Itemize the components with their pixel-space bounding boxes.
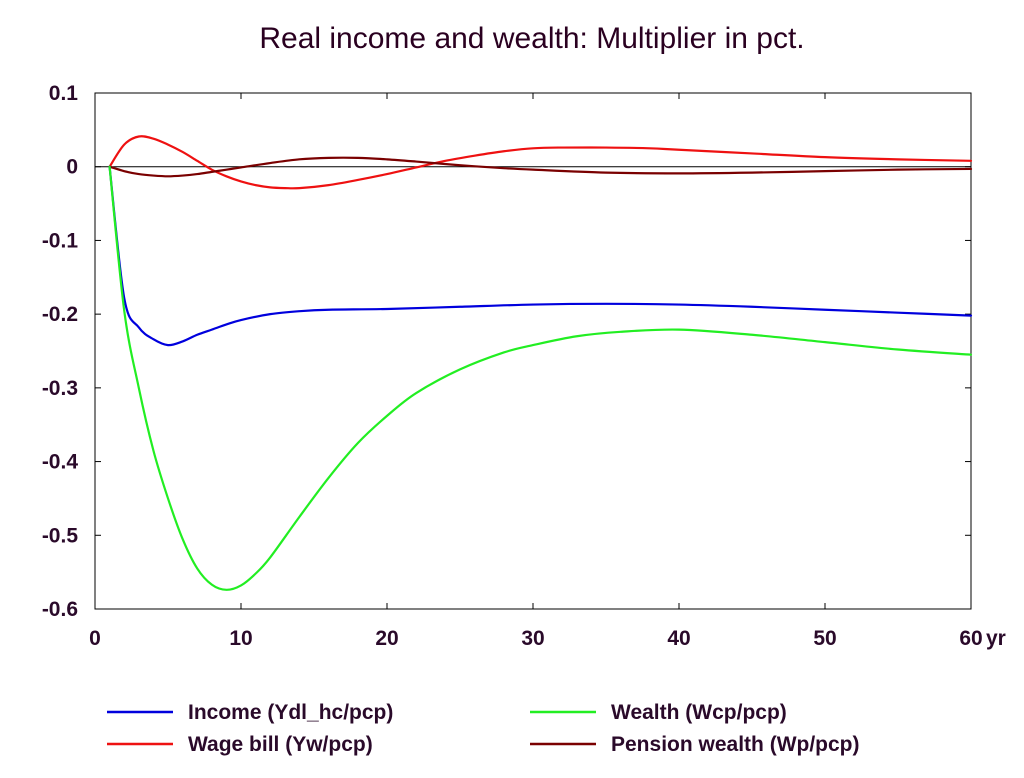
y-tick-label: -0.2 xyxy=(42,303,78,326)
x-tick-label: 40 xyxy=(667,627,690,650)
series-lines xyxy=(108,135,973,591)
y-tick-label: 0 xyxy=(66,156,78,179)
x-tick-label: 0 xyxy=(89,627,101,650)
x-tick-label: 30 xyxy=(521,627,544,650)
x-tick-label: 50 xyxy=(813,627,836,650)
series-line-wealth xyxy=(108,165,973,591)
x-tick-label: 20 xyxy=(375,627,398,650)
y-tick-label: -0.1 xyxy=(42,229,79,252)
y-tick-label: 0.1 xyxy=(49,82,79,105)
legend-label-pension-wealth: Pension wealth (Wp/pcp) xyxy=(611,733,860,756)
y-tick-label: -0.5 xyxy=(42,524,79,547)
legend-label-wealth: Wealth (Wcp/pcp) xyxy=(611,701,787,724)
x-tick-label: 60 xyxy=(959,627,982,650)
axis-ticks xyxy=(94,92,972,610)
y-tick-label: -0.6 xyxy=(42,598,78,621)
x-tick-label: 10 xyxy=(229,627,252,650)
chart-title: Real income and wealth: Multiplier in pc… xyxy=(259,22,805,55)
legend-label-income: Income (Ydl_hc/pcp) xyxy=(188,701,393,724)
y-axis: 0.1 0 -0.1 -0.2 -0.3 -0.4 -0.5 -0.6 xyxy=(42,82,79,621)
series-line-income xyxy=(108,165,973,347)
x-unit-label: yr xyxy=(986,627,1006,650)
legend-label-wage-bill: Wage bill (Yw/pcp) xyxy=(188,733,373,756)
y-tick-label: -0.4 xyxy=(42,451,79,474)
x-axis: 0 10 20 30 40 50 60 yr xyxy=(89,627,1006,650)
series-line-pension-wealth xyxy=(108,156,973,178)
legend: Income (Ydl_hc/pcp) Wage bill (Yw/pcp) Wea… xyxy=(107,701,860,756)
series-line-wage-bill xyxy=(108,135,973,190)
y-tick-label: -0.3 xyxy=(42,377,78,400)
